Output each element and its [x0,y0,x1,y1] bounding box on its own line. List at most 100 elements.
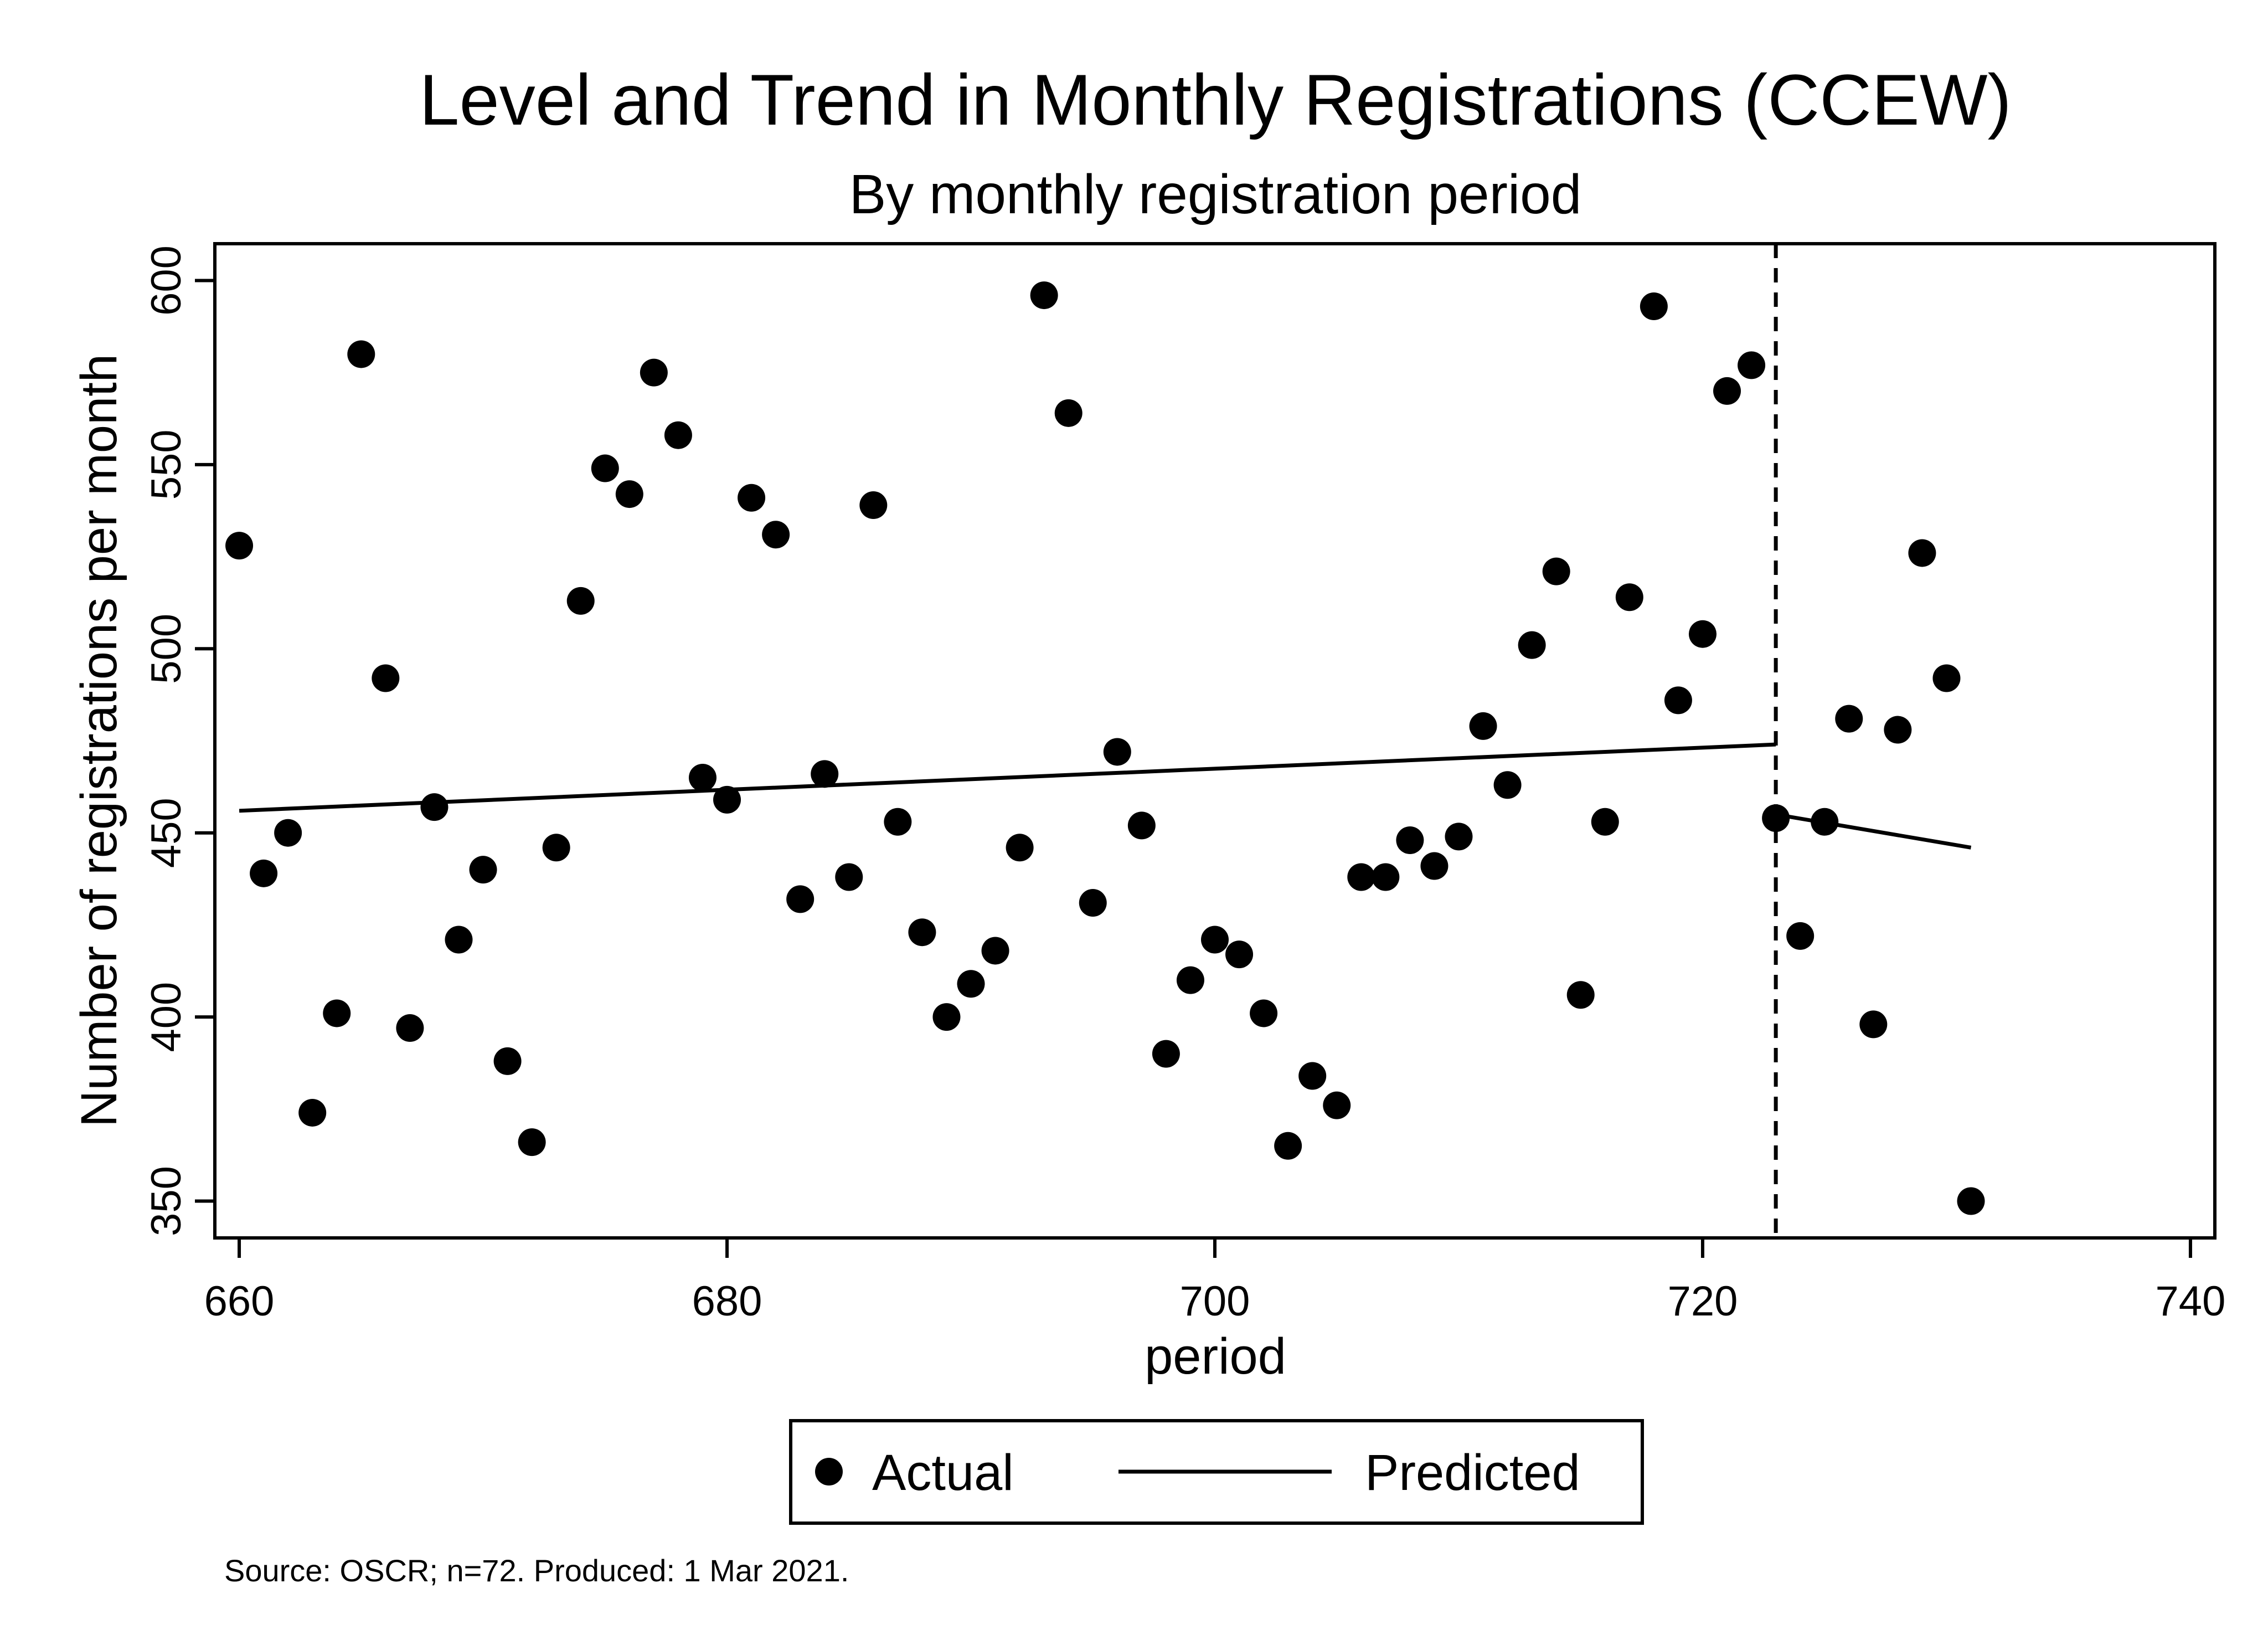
actual-point [762,521,790,549]
actual-point [1079,889,1107,917]
y-tick-label: 550 [143,429,190,500]
y-tick-label: 450 [143,798,190,868]
y-tick-label: 500 [143,614,190,684]
x-tick-label: 740 [2156,1278,2226,1325]
y-tick-label: 350 [143,1166,190,1236]
actual-point [981,937,1009,965]
actual-point [1811,808,1839,836]
actual-point [1469,712,1497,740]
actual-point [908,918,936,947]
x-tick-label: 720 [1668,1278,1738,1325]
actual-point [1713,377,1741,405]
actual-point [1323,1091,1351,1119]
y-tick-label: 400 [143,982,190,1052]
actual-point [591,454,619,482]
actual-point [688,763,717,791]
actual-point [1566,981,1595,1009]
legend-actual-marker [815,1458,843,1485]
x-axis-label: period [1145,1328,1286,1385]
actual-point [1152,1040,1180,1068]
actual-point [347,340,375,368]
actual-point [1176,966,1204,994]
y-tick-label: 600 [143,245,190,316]
actual-point [274,819,302,847]
source-note: Source: OSCR; n=72. Produced: 1 Mar 2021… [224,1553,849,1588]
actual-point [1201,926,1229,954]
actual-point [1884,716,1912,744]
actual-point [1835,705,1863,733]
actual-point [1762,804,1790,832]
actual-point [1298,1062,1327,1090]
legend-predicted-label: Predicted [1365,1445,1580,1501]
legend: Actual Predicted [789,1419,1644,1525]
actual-point [932,1003,961,1031]
actual-point [1372,863,1400,891]
actual-point [1420,852,1449,880]
actual-point [225,532,254,560]
chart-title: Level and Trend in Monthly Registrations… [419,59,2012,140]
actual-point [518,1128,546,1156]
actual-point [640,358,668,387]
predicted-line-segment [239,742,1776,813]
actual-point [1957,1187,1985,1215]
actual-point [1542,557,1570,585]
actual-point [1518,631,1546,659]
actual-point [445,926,473,954]
actual-point [835,863,863,891]
actual-point [566,587,595,615]
x-tick-label: 680 [692,1278,762,1325]
actual-point [1445,823,1473,851]
actual-point [250,859,278,887]
actual-point [1054,399,1083,427]
predicted-line-segment [1775,813,1972,850]
actual-point [1030,281,1058,310]
actual-point [469,856,497,884]
actual-point [1493,771,1522,799]
actual-point [542,834,570,862]
actual-point [957,970,985,998]
actual-point [1932,664,1961,692]
actual-point [1738,351,1766,379]
actual-point [1859,1010,1888,1039]
actual-point [1250,999,1278,1027]
actual-point [1640,292,1668,321]
actual-point [1006,834,1034,862]
actual-point [811,760,839,788]
actual-point [738,484,766,512]
actual-point [1786,922,1815,950]
actual-point [493,1047,522,1075]
actual-point [615,480,643,508]
predicted-series [239,742,1972,850]
actual-point [396,1014,424,1042]
x-axis-ticks: 660 680 700 720 740 [204,1238,2226,1325]
actual-point [786,885,815,913]
actual-point [420,793,449,821]
actual-series [225,281,1985,1215]
actual-point [713,785,741,814]
legend-box [789,1419,1644,1525]
actual-point [1664,686,1692,715]
actual-point [884,808,912,836]
y-axis-ticks: 350 400 450 500 550 600 [143,245,215,1236]
y-axis-label: Number of registrations per month [71,354,127,1127]
actual-point [859,491,888,520]
actual-point [1688,620,1717,648]
actual-point [1347,863,1375,891]
actual-point [1396,826,1424,854]
actual-point [1274,1132,1302,1160]
actual-point [1127,811,1156,840]
actual-point [298,1098,327,1127]
actual-point [664,421,692,449]
actual-point [1591,808,1619,836]
x-tick-label: 660 [204,1278,275,1325]
x-tick-label: 700 [1180,1278,1250,1325]
actual-point [1908,539,1936,567]
actual-point [1615,583,1643,611]
actual-point [1103,738,1131,766]
legend-actual-label: Actual [872,1445,1014,1501]
actual-point [323,999,351,1027]
actual-point [372,664,400,692]
actual-point [1225,940,1254,969]
chart-subtitle: By monthly registration period [849,163,1582,225]
